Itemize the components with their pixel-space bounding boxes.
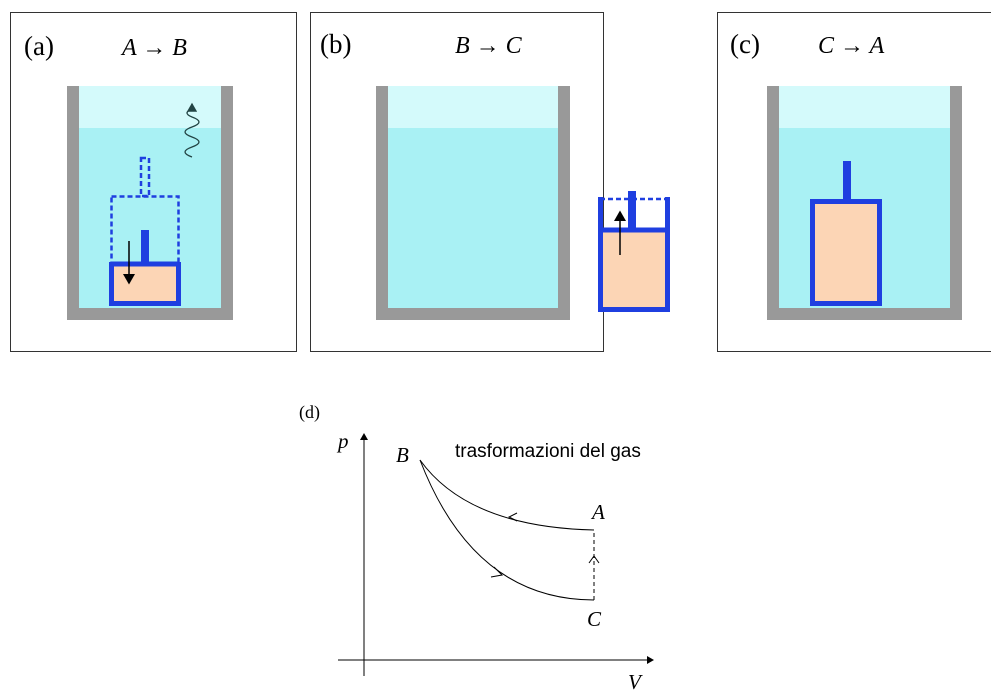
panel-label: (c) bbox=[730, 29, 760, 59]
piston-rod bbox=[843, 161, 851, 200]
curve-ab bbox=[420, 460, 594, 530]
cylinder bbox=[813, 202, 880, 304]
water-surface bbox=[779, 86, 950, 128]
figure: (a) A → B (b) B → C (c) C → A bbox=[0, 0, 991, 693]
point-label: A bbox=[590, 500, 605, 524]
panel-label: (b) bbox=[320, 29, 351, 59]
piston-rod bbox=[141, 230, 149, 263]
gas bbox=[113, 264, 177, 304]
curve-bc bbox=[420, 460, 594, 600]
panel-label: (a) bbox=[24, 31, 54, 61]
panel-title: B → C bbox=[455, 33, 523, 59]
panel-d: (d) trasformazioni del gas p V B A C bbox=[299, 402, 653, 693]
panel-title: A → B bbox=[120, 35, 187, 61]
piston-rod bbox=[628, 191, 636, 230]
point-label: B bbox=[396, 443, 409, 467]
water-surface bbox=[388, 86, 558, 128]
x-axis-label: V bbox=[628, 670, 643, 693]
gas bbox=[602, 231, 666, 308]
panel-a: (a) A → B bbox=[11, 13, 297, 352]
panel-c: (c) C → A bbox=[718, 13, 991, 352]
plot-title: trasformazioni del gas bbox=[455, 441, 641, 462]
point-label: C bbox=[587, 607, 602, 631]
panel-b: (b) B → C bbox=[311, 13, 669, 352]
panel-title: C → A bbox=[818, 33, 885, 59]
panel-label: (d) bbox=[299, 402, 320, 423]
y-axis-label: p bbox=[336, 429, 349, 453]
water-surface bbox=[79, 86, 221, 128]
